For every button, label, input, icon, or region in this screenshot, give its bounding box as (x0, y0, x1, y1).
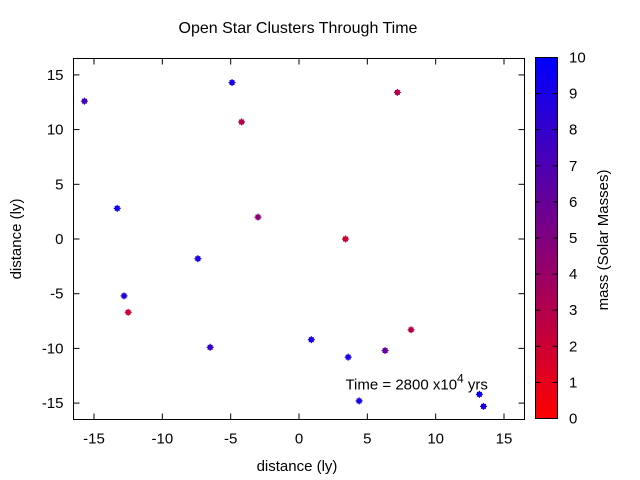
data-point (355, 397, 363, 405)
time-annotation: Time = 2800 x104 yrs (345, 371, 487, 393)
x-tick-label: 15 (496, 431, 513, 448)
x-tick-label: 10 (427, 431, 444, 448)
data-point (307, 336, 315, 344)
colorbar-tick-label: 9 (569, 86, 577, 103)
y-axis: -15 -10 -5 0 5 10 15 (42, 67, 525, 412)
y-tick-label: 0 (55, 231, 63, 248)
colorbar-tick-label: 6 (569, 194, 577, 211)
x-tick-label: -5 (224, 431, 237, 448)
data-point (80, 97, 88, 105)
x-tick-label: -15 (83, 431, 105, 448)
y-tick-label: -10 (42, 340, 64, 357)
x-tick-label: 5 (363, 431, 371, 448)
data-point (206, 343, 214, 351)
x-tick-label: -10 (151, 431, 173, 448)
data-point (475, 390, 483, 398)
y-tick-label: -5 (50, 286, 63, 303)
data-point (194, 255, 202, 263)
y-tick-label: 5 (55, 176, 63, 193)
chart-title: Open Star Clusters Through Time (179, 20, 418, 37)
colorbar-tick-label: 10 (569, 50, 586, 67)
colorbar-tick-label: 8 (569, 122, 577, 139)
data-point (228, 79, 236, 87)
colorbar-tick-label: 4 (569, 266, 577, 283)
colorbar-tick-label: 3 (569, 302, 577, 319)
data-point (124, 308, 132, 316)
data-point (238, 118, 246, 126)
time-annotation-exponent: 4 (457, 371, 464, 385)
x-axis: -15 -10 -5 0 5 10 15 (83, 58, 513, 448)
plot-area (73, 58, 525, 420)
x-axis-label: distance (ly) (257, 458, 338, 475)
data-point (480, 402, 487, 410)
x-tick-label: 0 (295, 431, 303, 448)
colorbar-tick-label: 5 (569, 230, 577, 247)
data-point (254, 213, 262, 221)
colorbar-label: mass (Solar Masses) (595, 170, 612, 311)
data-point (344, 353, 352, 361)
y-tick-label: 10 (47, 122, 64, 139)
y-axis-label: distance (ly) (8, 199, 25, 280)
colorbar-tick-label: 2 (569, 338, 577, 355)
y-tick-label: 15 (47, 67, 64, 84)
colorbar-tick-label: 0 (569, 411, 577, 428)
colorbar-tick-label: 7 (569, 158, 577, 175)
time-annotation-text: Time = 2800 x10 (345, 376, 457, 393)
data-point (341, 235, 349, 243)
data-point (381, 347, 389, 355)
y-tick-label: -15 (42, 395, 64, 412)
data-point (407, 326, 415, 334)
data-point (120, 292, 128, 300)
data-point (113, 204, 121, 212)
time-annotation-unit: yrs (464, 376, 488, 393)
colorbar-axis: 0 1 2 3 4 5 6 7 8 9 10 (535, 50, 586, 428)
colorbar-tick-label: 1 (569, 374, 577, 391)
data-point (393, 88, 401, 96)
data-points (80, 79, 487, 410)
